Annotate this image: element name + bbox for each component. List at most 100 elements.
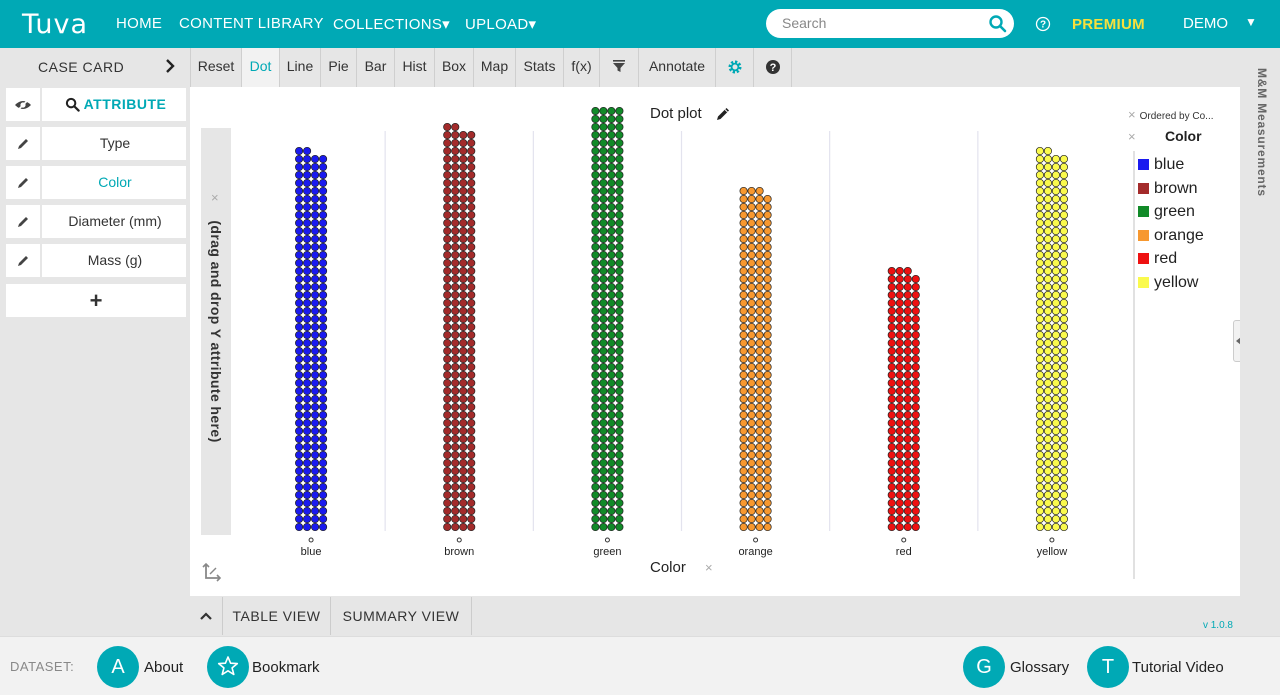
data-point[interactable] — [763, 394, 772, 404]
data-point[interactable] — [911, 450, 920, 460]
data-point[interactable] — [895, 290, 904, 300]
data-point[interactable] — [903, 314, 912, 324]
data-point[interactable] — [1059, 330, 1068, 340]
data-point[interactable] — [1035, 266, 1044, 276]
data-point[interactable] — [319, 338, 328, 348]
data-point[interactable] — [599, 522, 608, 532]
data-point[interactable] — [1051, 266, 1060, 276]
data-point[interactable] — [599, 202, 608, 212]
data-point[interactable] — [615, 234, 624, 244]
data-point[interactable] — [615, 394, 624, 404]
data-point[interactable] — [607, 386, 616, 396]
data-point[interactable] — [1043, 482, 1052, 492]
data-point[interactable] — [1035, 226, 1044, 236]
data-point[interactable] — [467, 226, 476, 236]
data-point[interactable] — [747, 242, 756, 252]
user-menu-caret-icon[interactable]: ▼ — [1245, 15, 1257, 29]
attribute-name[interactable]: Color — [98, 174, 132, 190]
data-point[interactable] — [303, 290, 312, 300]
data-point[interactable] — [467, 146, 476, 156]
data-point[interactable] — [763, 506, 772, 516]
data-point[interactable] — [1035, 146, 1044, 156]
data-point[interactable] — [911, 402, 920, 412]
data-point[interactable] — [1051, 418, 1060, 428]
function-button[interactable]: f(x) — [564, 48, 600, 87]
data-point[interactable] — [599, 282, 608, 292]
data-point[interactable] — [599, 450, 608, 460]
data-point[interactable] — [467, 506, 476, 516]
data-point[interactable] — [295, 394, 304, 404]
data-point[interactable] — [451, 282, 460, 292]
tuva-logo[interactable]: Tuva — [22, 6, 88, 42]
data-point[interactable] — [295, 402, 304, 412]
data-point[interactable] — [467, 426, 476, 436]
data-point[interactable] — [911, 490, 920, 500]
data-point[interactable] — [607, 194, 616, 204]
data-point[interactable] — [319, 314, 328, 324]
data-point[interactable] — [763, 194, 772, 204]
data-point[interactable] — [903, 386, 912, 396]
data-point[interactable] — [303, 458, 312, 468]
data-point[interactable] — [739, 258, 748, 268]
data-point[interactable] — [903, 418, 912, 428]
data-point[interactable] — [303, 266, 312, 276]
data-point[interactable] — [591, 458, 600, 468]
data-point[interactable] — [895, 354, 904, 364]
data-point[interactable] — [747, 330, 756, 340]
data-point[interactable] — [607, 258, 616, 268]
data-point[interactable] — [607, 434, 616, 444]
data-point[interactable] — [1051, 338, 1060, 348]
data-point[interactable] — [739, 186, 748, 196]
data-point[interactable] — [303, 474, 312, 484]
data-point[interactable] — [443, 226, 452, 236]
data-point[interactable] — [311, 346, 320, 356]
data-point[interactable] — [887, 354, 896, 364]
data-point[interactable] — [599, 370, 608, 380]
data-point[interactable] — [1043, 490, 1052, 500]
data-point[interactable] — [459, 506, 468, 516]
data-point[interactable] — [755, 226, 764, 236]
data-point[interactable] — [303, 450, 312, 460]
data-point[interactable] — [911, 410, 920, 420]
data-point[interactable] — [451, 154, 460, 164]
data-point[interactable] — [1051, 314, 1060, 324]
data-point[interactable] — [303, 506, 312, 516]
data-point[interactable] — [1043, 178, 1052, 188]
data-point[interactable] — [451, 362, 460, 372]
data-point[interactable] — [1059, 418, 1068, 428]
data-point[interactable] — [1051, 282, 1060, 292]
data-point[interactable] — [591, 490, 600, 500]
data-point[interactable] — [607, 242, 616, 252]
data-point[interactable] — [451, 322, 460, 332]
data-point[interactable] — [903, 322, 912, 332]
data-point[interactable] — [747, 466, 756, 476]
data-point[interactable] — [451, 442, 460, 452]
data-point[interactable] — [1059, 290, 1068, 300]
data-point[interactable] — [1051, 170, 1060, 180]
data-point[interactable] — [911, 378, 920, 388]
data-point[interactable] — [295, 378, 304, 388]
data-point[interactable] — [903, 482, 912, 492]
data-point[interactable] — [887, 522, 896, 532]
data-point[interactable] — [311, 306, 320, 316]
data-point[interactable] — [451, 130, 460, 140]
data-point[interactable] — [1059, 194, 1068, 204]
data-point[interactable] — [1043, 434, 1052, 444]
data-point[interactable] — [739, 298, 748, 308]
data-point[interactable] — [607, 170, 616, 180]
data-point[interactable] — [747, 474, 756, 484]
data-point[interactable] — [747, 306, 756, 316]
data-point[interactable] — [887, 442, 896, 452]
data-point[interactable] — [763, 314, 772, 324]
data-point[interactable] — [755, 490, 764, 500]
data-point[interactable] — [451, 346, 460, 356]
data-point[interactable] — [1035, 386, 1044, 396]
data-point[interactable] — [443, 290, 452, 300]
data-point[interactable] — [451, 474, 460, 484]
data-point[interactable] — [303, 202, 312, 212]
data-point[interactable] — [1035, 482, 1044, 492]
data-point[interactable] — [739, 482, 748, 492]
data-point[interactable] — [1059, 474, 1068, 484]
data-point[interactable] — [895, 450, 904, 460]
data-point[interactable] — [615, 458, 624, 468]
